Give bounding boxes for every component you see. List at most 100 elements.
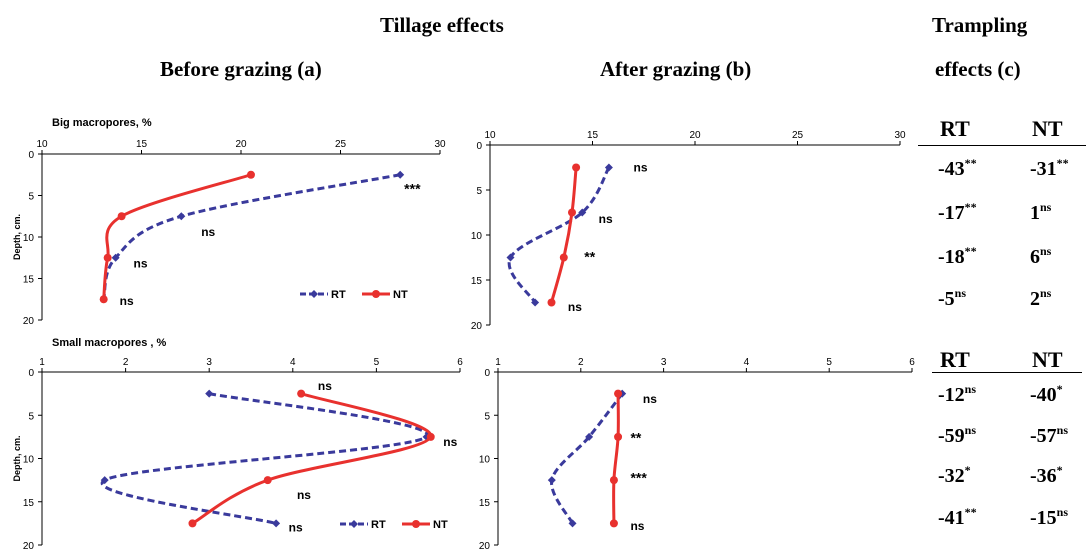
big-before-point-nt xyxy=(99,295,108,304)
small-after-x-tick-label: 4 xyxy=(744,357,750,368)
trampling-cell: 1ns xyxy=(1030,200,1052,224)
small-before-legend-marker-rt xyxy=(350,520,358,528)
big-before-annotation: ns xyxy=(201,225,215,239)
big-after-y-tick-label: 10 xyxy=(471,231,483,242)
trampling-cell: 6ns xyxy=(1030,244,1052,268)
big-before-y-tick-label: 10 xyxy=(23,233,35,244)
small-before-point-rt xyxy=(272,519,281,528)
small-after-y-tick-label: 10 xyxy=(479,455,491,466)
big-after-annotation: ns xyxy=(599,212,613,226)
big-after-point-nt xyxy=(572,163,581,172)
big-after-y-tick-label: 5 xyxy=(476,186,482,197)
small-after-x-tick-label: 5 xyxy=(826,357,832,368)
small-before-annotation: ns xyxy=(297,488,311,502)
small-before-legend-label-nt: NT xyxy=(433,519,448,531)
trampling-header-rt: RT xyxy=(940,116,970,141)
small-before-y-label: Depth, cm. xyxy=(12,435,22,481)
trampling-cell: -36* xyxy=(1030,463,1063,487)
big-after-y-tick-label: 20 xyxy=(471,321,483,332)
small-before-legend-marker-nt xyxy=(412,520,420,528)
small-after-series-nt xyxy=(612,393,620,524)
small-after-x-tick-label: 6 xyxy=(909,357,915,368)
small-before-point-nt xyxy=(426,432,435,441)
small-before-x-tick-label: 5 xyxy=(374,357,380,368)
big-before-x-tick-label: 15 xyxy=(136,139,148,150)
big-before-annotation: ns xyxy=(120,294,134,308)
trampling-rule xyxy=(932,372,1082,373)
small-after-annotation: *** xyxy=(630,469,647,485)
small-after-point-nt xyxy=(614,432,623,441)
big-after-point-rt xyxy=(578,208,587,217)
big-before-x-tick-label: 20 xyxy=(235,139,247,150)
small-before-series-nt xyxy=(191,392,433,525)
big-after-annotation: ns xyxy=(568,300,582,314)
trampling-cell: -12ns xyxy=(938,382,977,406)
small-before-annotation: ns xyxy=(443,435,457,449)
small-after-point-rt xyxy=(568,519,577,528)
small-after-series-rt xyxy=(550,392,624,525)
trampling-cell: -32* xyxy=(938,463,971,487)
big-before-annotation: ns xyxy=(134,257,148,271)
big-before-point-nt xyxy=(117,212,126,221)
big-after-annotation: ** xyxy=(584,249,595,265)
big-after-x-tick-label: 15 xyxy=(587,130,599,141)
small-before-point-nt xyxy=(188,519,197,528)
trampling-header-line2: effects (c) xyxy=(935,57,1021,81)
small-before-y-tick-label: 10 xyxy=(23,455,35,466)
big-before-point-rt xyxy=(111,253,120,262)
small-after-y-tick-label: 15 xyxy=(479,498,491,509)
trampling-cell: -18** xyxy=(938,244,977,268)
big-after-series-rt xyxy=(507,166,611,304)
small-before-point-rt xyxy=(100,476,109,485)
small-after-x-tick-label: 1 xyxy=(495,357,501,368)
small-before-annotation: ns xyxy=(289,521,303,535)
small-before-x-tick-label: 2 xyxy=(123,357,129,368)
big-before-legend-marker-nt xyxy=(372,290,380,298)
trampling-cell: -5ns xyxy=(938,286,967,310)
trampling-cell: -31** xyxy=(1030,156,1069,180)
small-after-y-tick-label: 0 xyxy=(484,368,490,379)
big-after-point-nt xyxy=(568,208,576,217)
after-grazing-header: After grazing (b) xyxy=(600,57,752,81)
small-before-x-tick-label: 1 xyxy=(39,357,45,368)
big-after-point-rt xyxy=(531,298,540,307)
trampling-cell: -40* xyxy=(1030,382,1063,406)
small-after-annotation: ns xyxy=(643,392,657,406)
small-before-y-tick-label: 15 xyxy=(23,498,35,509)
trampling-header-rt: RT xyxy=(940,347,970,372)
trampling-cell: -17** xyxy=(938,200,977,224)
small-after-y-tick-label: 20 xyxy=(479,541,491,550)
small-before-point-rt xyxy=(205,389,214,398)
big-after-x-tick-label: 30 xyxy=(894,130,906,141)
big-before-point-nt xyxy=(246,170,255,179)
trampling-header-nt: NT xyxy=(1032,116,1063,141)
big-after-point-nt xyxy=(559,253,568,262)
tillage-effects-header: Tillage effects xyxy=(380,13,504,37)
small-after-point-nt xyxy=(614,389,623,398)
big-before-legend-label-rt: RT xyxy=(331,289,346,301)
small-after-point-rt xyxy=(547,476,556,485)
big-after-point-rt xyxy=(604,163,613,172)
trampling-cell: -43** xyxy=(938,156,977,180)
small-before-point-nt xyxy=(297,389,306,398)
before-grazing-header: Before grazing (a) xyxy=(160,57,322,81)
trampling-cell: -57ns xyxy=(1030,423,1069,447)
small-before-y-tick-label: 5 xyxy=(28,411,34,422)
big-before-title: Big macropores, % xyxy=(52,117,152,129)
big-before-y-label: Depth, cm. xyxy=(12,214,22,260)
small-before-series-rt xyxy=(100,392,429,525)
trampling-cell: -41** xyxy=(938,505,977,529)
small-before-y-tick-label: 0 xyxy=(28,368,34,379)
big-before-y-tick-label: 15 xyxy=(23,275,35,286)
big-before-point-nt xyxy=(103,253,112,262)
big-after-x-tick-label: 20 xyxy=(689,130,701,141)
big-before-y-tick-label: 20 xyxy=(23,316,35,327)
big-after-series-nt xyxy=(550,167,578,303)
small-before-legend-label-rt: RT xyxy=(371,519,386,531)
big-before-x-tick-label: 10 xyxy=(36,139,48,150)
big-after-point-nt xyxy=(547,298,556,307)
big-before-y-tick-label: 5 xyxy=(28,192,34,203)
big-before-y-tick-label: 0 xyxy=(28,150,34,161)
